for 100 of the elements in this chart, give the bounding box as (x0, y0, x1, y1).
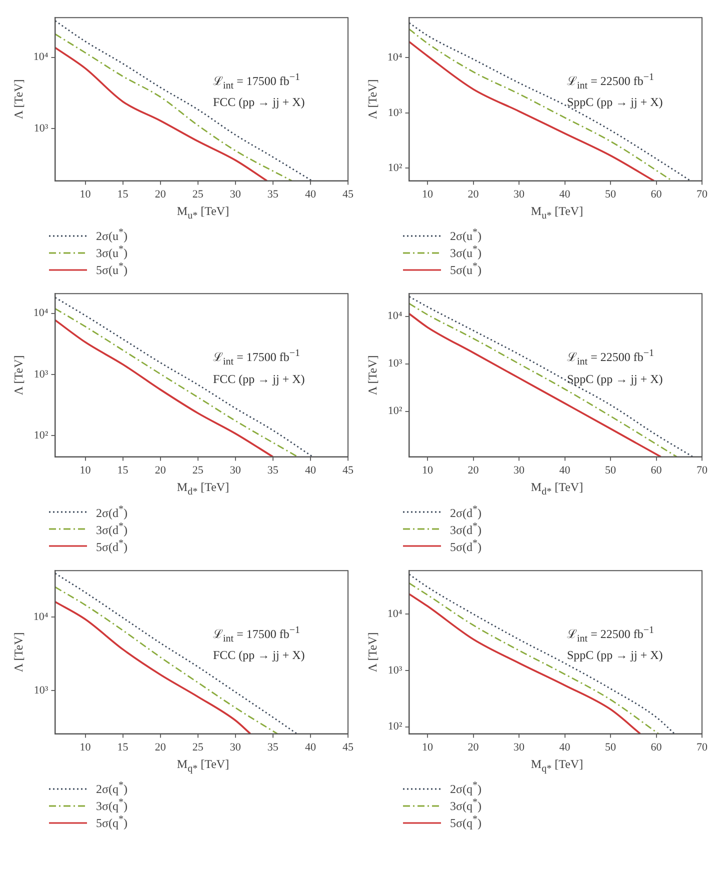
annotation: SppC (pp → jj + X) (567, 370, 663, 387)
x-tick-label: 50 (605, 741, 617, 754)
line-series (55, 586, 278, 734)
x-tick-label: 30 (230, 464, 242, 477)
legend-label: 2σ(u$^{*}$) (450, 227, 482, 244)
legend-label: 5σ(u$^{*}$) (96, 261, 128, 278)
x-tick-label: 10 (80, 741, 92, 754)
y-axis-title: Λ [TeV] (365, 632, 380, 672)
legend-label: 2σ(d$^{*}$) (96, 504, 128, 521)
x-tick-label: 40 (304, 464, 316, 477)
y-tick-label: 10² (388, 162, 403, 174)
x-tick-label: 40 (559, 188, 571, 200)
legend-label: 2σ(d$^{*}$) (450, 504, 482, 521)
x-tick-label: 25 (192, 188, 204, 200)
y-tick-label: 10³ (34, 368, 49, 381)
x-tick-label: 35 (267, 464, 279, 477)
x-tick-label: 40 (559, 741, 571, 754)
y-tick-label: 10² (34, 430, 49, 442)
x-tick-label: 20 (468, 741, 480, 754)
x-tick-label: 25 (192, 464, 204, 477)
x-tick-label: 20 (468, 188, 480, 200)
x-tick-label: 45 (342, 188, 354, 200)
y-tick-label: 10² (388, 406, 403, 418)
legend-label: 3σ(q$^{*}$) (450, 797, 482, 814)
annotation: ℒ$_{int}$ = 22500 fb$^{−1}$ (567, 624, 655, 646)
y-tick-label: 10³ (388, 106, 403, 119)
x-tick-label: 35 (267, 741, 279, 754)
annotation: ℒ$_{int}$ = 17500 fb$^{−1}$ (213, 347, 301, 370)
y-tick-label: 10³ (34, 684, 49, 696)
annotation: SppC (pp → jj + X) (567, 647, 663, 664)
x-tick-label: 40 (304, 741, 316, 754)
x-tick-label: 15 (117, 464, 129, 477)
x-tick-label: 30 (230, 741, 242, 754)
annotation: SppC (pp → jj + X) (567, 94, 663, 110)
x-axis-title: M$_{u*}$ [TeV] (530, 204, 584, 222)
x-tick-label: 70 (696, 464, 708, 477)
legend-label: 3σ(u$^{*}$) (450, 244, 482, 262)
legend-label: 3σ(d$^{*}$) (96, 520, 128, 538)
x-tick-label: 45 (342, 741, 354, 754)
y-tick-label: 10⁴ (33, 610, 48, 623)
legend-label: 2σ(u$^{*}$) (96, 227, 128, 244)
y-axis-title: Λ [TeV] (365, 79, 380, 120)
x-tick-label: 10 (80, 464, 92, 477)
x-tick-label: 10 (422, 741, 434, 754)
annotation: ℒ$_{int}$ = 17500 fb$^{−1}$ (213, 624, 301, 646)
x-tick-label: 25 (192, 741, 204, 754)
x-tick-label: 10 (422, 188, 434, 200)
annotation: ℒ$_{int}$ = 22500 fb$^{−1}$ (567, 347, 655, 370)
x-tick-label: 70 (696, 741, 708, 754)
y-tick-label: 10³ (388, 664, 403, 676)
x-tick-label: 60 (650, 741, 662, 754)
y-tick-label: 10³ (388, 358, 403, 370)
y-tick-label: 10² (388, 720, 403, 732)
legend-label: 5σ(d$^{*}$) (96, 538, 128, 555)
legend-label: 5σ(q$^{*}$) (450, 814, 482, 832)
legend-label: 5σ(q$^{*}$) (96, 814, 128, 832)
y-axis-title: Λ [TeV] (365, 356, 380, 396)
x-tick-label: 50 (605, 464, 617, 477)
legend-label: 2σ(q$^{*}$) (96, 780, 128, 798)
x-tick-label: 40 (304, 188, 316, 200)
line-series (55, 320, 274, 458)
x-tick-label: 60 (650, 464, 662, 477)
y-axis-title: Λ [TeV] (11, 356, 26, 396)
x-tick-label: 15 (117, 188, 129, 200)
line-series (55, 20, 313, 181)
y-tick-label: 10³ (34, 122, 49, 134)
x-tick-label: 20 (154, 188, 166, 200)
x-axis-title: M$_{d*}$ [TeV] (176, 480, 230, 498)
x-tick-label: 10 (80, 188, 92, 200)
x-tick-label: 60 (650, 188, 662, 200)
y-axis-title: Λ [TeV] (11, 79, 26, 120)
legend-label: 3σ(d$^{*}$) (450, 520, 482, 538)
y-axis-title: Λ [TeV] (11, 632, 26, 672)
x-tick-label: 30 (514, 188, 526, 200)
y-tick-label: 10⁴ (387, 52, 402, 64)
y-tick-label: 10⁴ (33, 308, 48, 320)
y-tick-label: 10⁴ (33, 51, 48, 64)
annotation: FCC (pp → jj + X) (213, 94, 305, 110)
legend-label: 2σ(q$^{*}$) (450, 780, 482, 798)
x-tick-label: 30 (514, 464, 526, 477)
legend-label: 5σ(u$^{*}$) (450, 261, 482, 278)
x-tick-label: 20 (468, 464, 480, 477)
x-tick-label: 50 (605, 188, 617, 200)
y-tick-label: 10⁴ (387, 608, 402, 620)
x-axis-title: M$_{u*}$ [TeV] (176, 204, 230, 222)
annotation: FCC (pp → jj + X) (213, 647, 305, 664)
x-tick-label: 30 (514, 741, 526, 754)
x-tick-label: 70 (696, 188, 708, 200)
x-tick-label: 40 (559, 464, 571, 477)
x-axis-title: M$_{d*}$ [TeV] (530, 480, 584, 498)
annotation: ℒ$_{int}$ = 17500 fb$^{−1}$ (213, 71, 301, 94)
x-tick-label: 10 (422, 464, 434, 477)
x-tick-label: 20 (154, 741, 166, 754)
x-tick-label: 45 (342, 464, 354, 477)
annotation: ℒ$_{int}$ = 22500 fb$^{−1}$ (567, 71, 655, 94)
x-axis-title: M$_{q*}$ [TeV] (176, 756, 230, 774)
y-tick-label: 10⁴ (387, 310, 402, 323)
legend-label: 3σ(u$^{*}$) (96, 244, 128, 262)
x-tick-label: 35 (267, 188, 279, 200)
x-axis-title: M$_{q*}$ [TeV] (530, 756, 584, 774)
